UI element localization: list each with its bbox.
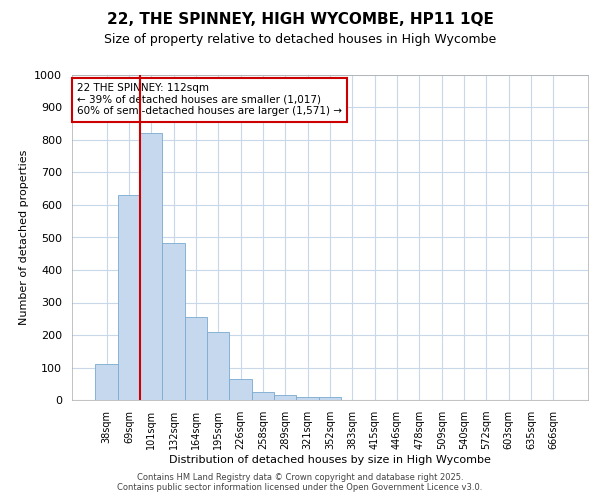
- Bar: [140, 134, 163, 400]
- Bar: [252, 392, 274, 400]
- Bar: [95, 364, 118, 400]
- Y-axis label: Number of detached properties: Number of detached properties: [19, 150, 29, 325]
- Bar: [274, 395, 296, 400]
- Bar: [229, 379, 252, 400]
- Text: Size of property relative to detached houses in High Wycombe: Size of property relative to detached ho…: [104, 32, 496, 46]
- Bar: [185, 318, 207, 400]
- Bar: [118, 194, 140, 400]
- Bar: [163, 243, 185, 400]
- Text: 22 THE SPINNEY: 112sqm
← 39% of detached houses are smaller (1,017)
60% of semi-: 22 THE SPINNEY: 112sqm ← 39% of detached…: [77, 83, 342, 116]
- Text: 22, THE SPINNEY, HIGH WYCOMBE, HP11 1QE: 22, THE SPINNEY, HIGH WYCOMBE, HP11 1QE: [107, 12, 493, 28]
- Bar: [319, 398, 341, 400]
- X-axis label: Distribution of detached houses by size in High Wycombe: Distribution of detached houses by size …: [169, 455, 491, 465]
- Bar: [207, 332, 229, 400]
- Text: Contains HM Land Registry data © Crown copyright and database right 2025.
Contai: Contains HM Land Registry data © Crown c…: [118, 473, 482, 492]
- Bar: [296, 397, 319, 400]
